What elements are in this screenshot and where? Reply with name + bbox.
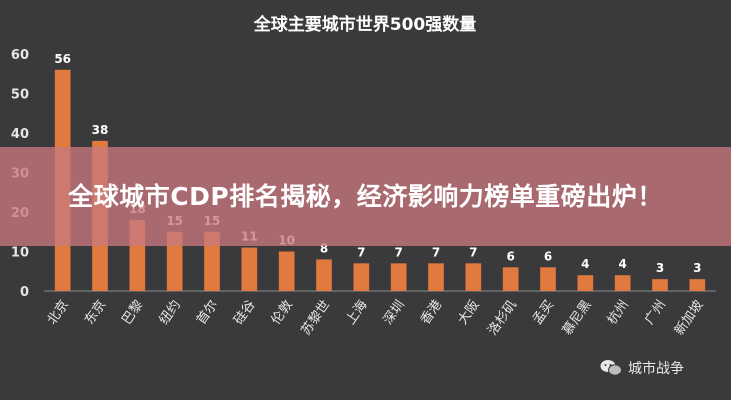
x-tick-label: 上海 [343, 298, 370, 328]
y-tick-label: 10 [11, 246, 29, 261]
y-tick-label: 60 [11, 48, 29, 63]
watermark: 城市战争 [600, 358, 684, 378]
bar-6 [241, 247, 258, 291]
bar-value-label: 3 [693, 261, 701, 275]
bar-8 [316, 259, 332, 291]
x-tick-label: 首尔 [194, 298, 221, 328]
bar-4 [166, 231, 183, 291]
bar-value-label: 6 [544, 249, 552, 263]
bar-7 [278, 251, 295, 291]
bar-13 [502, 267, 519, 291]
x-tick-label: 香港 [418, 298, 445, 328]
bar-value-label: 3 [656, 261, 664, 275]
bar-12 [465, 263, 482, 291]
bar-value-label: 38 [92, 123, 109, 137]
x-tick-label: 洛杉矶 [485, 298, 520, 339]
bar-value-label: 56 [54, 52, 71, 66]
bar-value-label: 6 [506, 249, 514, 263]
bar-16 [614, 275, 631, 291]
bar-value-label: 7 [432, 245, 440, 259]
x-tick-label: 纽约 [157, 298, 184, 328]
x-tick-label: 孟买 [530, 298, 557, 328]
x-tick-label: 慕尼黑 [560, 298, 595, 339]
x-tick-label: 伦敦 [268, 297, 296, 327]
x-tick-label: 硅谷 [231, 298, 258, 328]
y-tick-label: 0 [20, 285, 29, 300]
chart-title: 全球主要城市世界500强数量 [253, 14, 477, 35]
bar-14 [540, 267, 556, 291]
x-tick-label: 北京 [45, 298, 72, 328]
bar-value-label: 8 [320, 241, 328, 255]
x-tick-label: 广州 [642, 298, 669, 328]
bar-value-label: 7 [394, 245, 402, 259]
headline-text: 全球城市CDP排名揭秘，经济影响力榜单重磅出炉！ [68, 182, 663, 211]
x-tick-label: 杭州 [605, 298, 632, 328]
x-tick-label: 巴黎 [119, 298, 146, 328]
x-tick-label: 东京 [82, 298, 109, 328]
watermark-text: 城市战争 [628, 361, 684, 377]
bar-value-label: 4 [581, 257, 589, 271]
bar-11 [428, 263, 444, 291]
y-tick-label: 40 [11, 127, 29, 142]
bar-18 [689, 279, 706, 291]
headline-banner: 全球城市CDP排名揭秘，经济影响力榜单重磅出炉！ [0, 147, 731, 246]
bar-9 [353, 263, 370, 291]
x-tick-label: 新加坡 [671, 297, 706, 338]
wechat-icon [600, 360, 622, 376]
bar-5 [204, 231, 220, 291]
bar-15 [577, 275, 594, 291]
x-tick-label: 深圳 [381, 298, 408, 328]
bar-value-label: 4 [618, 257, 626, 271]
y-tick-label: 50 [11, 88, 29, 103]
bar-value-label: 7 [469, 245, 477, 259]
x-tick-label: 大阪 [455, 298, 482, 328]
bar-17 [652, 279, 668, 291]
bar-10 [390, 263, 407, 291]
x-tick-label: 苏黎世 [298, 297, 333, 338]
x-axis-labels: 北京 东京 巴黎 纽约 首尔 硅谷 伦敦 苏黎世 上海 深圳 香港 大阪 洛杉矶 孟买 慕尼黑 杭州 广州 新加坡 [45, 297, 707, 338]
bar-value-label: 7 [357, 245, 365, 259]
